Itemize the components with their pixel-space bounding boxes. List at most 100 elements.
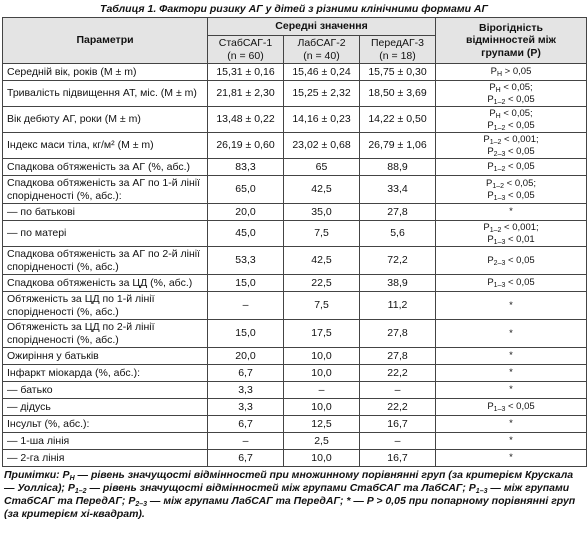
- significance-cell: *: [435, 319, 588, 348]
- value-cell: 20,0: [207, 203, 284, 221]
- header-cell: Вірогідність відмінностей між групами (Р…: [435, 17, 588, 64]
- value-cell: 15,25 ± 2,32: [283, 80, 360, 107]
- significance-cell: *: [435, 347, 588, 365]
- table: Параметри Середні значення Вірогідність …: [2, 17, 588, 467]
- p-value: P1–2 < 0,05: [487, 119, 535, 132]
- table-row: Спадкова обтяженість за АГ (%, абс.) 83,3…: [2, 158, 588, 176]
- table-title: Таблиця 1. Фактори ризику АГ у дітей з р…: [100, 3, 488, 15]
- significance-cell: *: [435, 415, 588, 433]
- value-cell: 42,5: [283, 246, 360, 275]
- p-value: P1–2 < 0,001;: [483, 222, 539, 234]
- parameter-cell: — дідусь: [2, 398, 208, 416]
- value-cell: 33,4: [358, 175, 437, 204]
- parameter-cell: Спадкова обтяженість за АГ по 2-й лінії …: [2, 246, 208, 275]
- value-cell: 27,8: [358, 319, 437, 348]
- significance-cell: P1–2 < 0,05; P1–3 < 0,05: [435, 175, 588, 204]
- parameter-cell: Вік дебюту АГ, роки (M ± m): [2, 106, 208, 133]
- value-cell: 72,2: [358, 246, 437, 275]
- value-cell: 38,9: [358, 274, 437, 292]
- p-value: PН < 0,05;: [489, 108, 533, 120]
- table-row: Індекс маси тіла, кг/м² (M ± m) 26,19 ± 0…: [2, 132, 588, 159]
- p-value: P1–2 < 0,001;: [483, 134, 539, 146]
- p-value: P1–3 < 0,05: [487, 401, 535, 414]
- parameter-cell: — 1-ша лінія: [2, 432, 208, 450]
- p-value: *: [509, 327, 513, 339]
- table-row: — по батькові 20,0 35,0 27,8 *: [2, 203, 588, 221]
- value-cell: 17,5: [283, 319, 360, 348]
- value-cell: 15,31 ± 0,16: [207, 63, 284, 81]
- value-cell: 15,46 ± 0,24: [283, 63, 360, 81]
- value-cell: –: [358, 432, 437, 450]
- significance-cell: *: [435, 203, 588, 221]
- value-cell: 21,81 ± 2,30: [207, 80, 284, 107]
- value-cell: 7,5: [283, 291, 360, 320]
- table-row: Спадкова обтяженість за ЦД (%, абс.) 15,0…: [2, 274, 588, 292]
- p-value: *: [509, 206, 513, 218]
- value-cell: 15,0: [207, 319, 284, 348]
- value-cell: 15,0: [207, 274, 284, 292]
- value-cell: 11,2: [358, 291, 437, 320]
- parameter-cell: Спадкова обтяженість за ЦД (%, абс.): [2, 274, 208, 292]
- value-cell: 10,0: [283, 364, 360, 382]
- parameter-cell: Обтяженість за ЦД по 2-й лінії споріднен…: [2, 319, 208, 348]
- value-cell: 26,79 ± 1,06: [358, 132, 437, 159]
- value-cell: 20,0: [207, 347, 284, 365]
- significance-cell: PН < 0,05; P1–2 < 0,05: [435, 106, 588, 133]
- p-value: *: [509, 367, 513, 379]
- value-cell: 22,5: [283, 274, 360, 292]
- table-row: Вік дебюту АГ, роки (M ± m) 13,48 ± 0,22 1…: [2, 106, 588, 133]
- parameter-cell: Ожиріння у батьків: [2, 347, 208, 365]
- table-body: Середній вік, років (M ± m) 15,31 ± 0,16 1…: [2, 63, 588, 467]
- p-value: *: [509, 418, 513, 430]
- p-value: *: [509, 350, 513, 362]
- parameter-cell: Спадкова обтяженість за АГ (%, абс.): [2, 158, 208, 176]
- significance-cell: PН < 0,05; P1–2 < 0,05: [435, 80, 588, 107]
- value-cell: –: [207, 291, 284, 320]
- header-cell: Параметри: [2, 17, 208, 64]
- value-cell: 12,5: [283, 415, 360, 433]
- p-value: PН < 0,05;: [489, 82, 533, 94]
- value-cell: 10,0: [283, 347, 360, 365]
- parameter-cell: — 2-га лінія: [2, 449, 208, 467]
- value-cell: 65,0: [207, 175, 284, 204]
- significance-cell: P1–2 < 0,001; P2–3 < 0,05: [435, 132, 588, 159]
- group-name: СтабСАГ-1: [218, 37, 273, 49]
- table-header: Параметри Середні значення Вірогідність …: [2, 17, 588, 64]
- group-header: СтабСАГ-1 (n = 60): [207, 35, 284, 64]
- value-cell: 10,0: [283, 398, 360, 416]
- significance-cell: *: [435, 432, 588, 450]
- parameter-cell: — по матері: [2, 220, 208, 247]
- table-row: Спадкова обтяженість за АГ по 1-й лінії …: [2, 175, 588, 204]
- value-cell: 6,7: [207, 415, 284, 433]
- group-name: ПередАГ-3: [371, 37, 424, 49]
- table-row: Інсульт (%, абс.): 6,7 12,5 16,7 *: [2, 415, 588, 433]
- value-cell: 83,3: [207, 158, 284, 176]
- p-value: P1–3 < 0,05: [487, 189, 535, 202]
- p-value: P1–2 < 0,05;: [486, 178, 537, 190]
- table-row: — 1-ша лінія –2,5– *: [2, 432, 588, 450]
- value-cell: 14,16 ± 0,23: [283, 106, 360, 133]
- significance-cell: *: [435, 381, 588, 399]
- table-row: Спадкова обтяженість за АГ по 2-й лінії …: [2, 246, 588, 275]
- p-value: *: [509, 384, 513, 396]
- table-row: Обтяженість за ЦД по 2-й лінії споріднен…: [2, 319, 588, 348]
- value-cell: 3,3: [207, 381, 284, 399]
- parameter-cell: Інсульт (%, абс.):: [2, 415, 208, 433]
- p-value: P1–3 < 0,01: [487, 233, 535, 246]
- value-cell: 26,19 ± 0,60: [207, 132, 284, 159]
- group-size: (n = 40): [303, 49, 340, 62]
- group-header: ПередАГ-3 (n = 18): [358, 35, 437, 64]
- table-row: Обтяженість за ЦД по 1-й лінії споріднен…: [2, 291, 588, 320]
- parameter-cell: — батько: [2, 381, 208, 399]
- value-cell: 13,48 ± 0,22: [207, 106, 284, 133]
- table-row: — дідусь 3,3 10,0 22,2 P1–3 < 0,05: [2, 398, 588, 416]
- table-row: Інфаркт міокарда (%, абс.): 6,7 10,0 22,2 *: [2, 364, 588, 382]
- table-row: — по матері 45,0 7,5 5,6 P1–2 < 0,001; P1–3 <…: [2, 220, 588, 247]
- header-cell: Середні значення: [206, 17, 437, 36]
- value-cell: 5,6: [358, 220, 437, 247]
- p-value: P1–2 < 0,05: [487, 93, 535, 106]
- significance-cell: P1–2 < 0,05: [435, 158, 588, 176]
- group-size: (n = 18): [379, 49, 416, 62]
- p-value: P1–2 < 0,05: [487, 161, 535, 174]
- parameter-cell: Спадкова обтяженість за АГ по 1-й лінії …: [2, 175, 208, 204]
